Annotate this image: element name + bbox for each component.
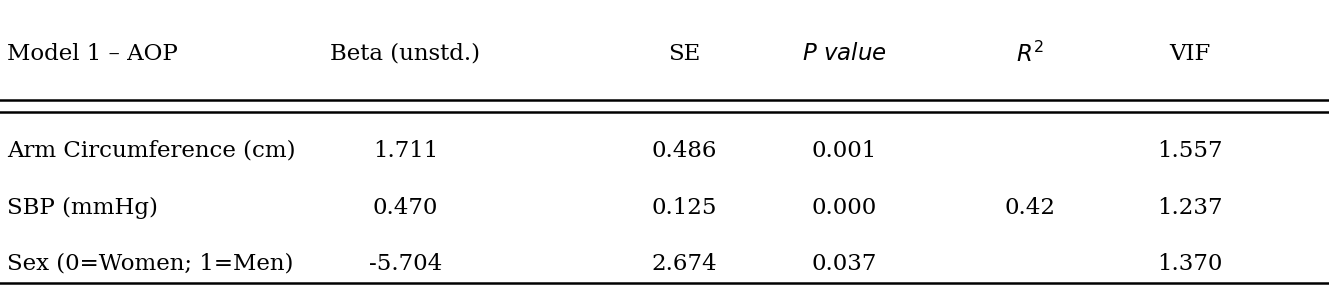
Text: SBP (mmHg): SBP (mmHg) — [7, 197, 158, 219]
Text: 0.470: 0.470 — [372, 197, 439, 219]
Text: 0.125: 0.125 — [651, 197, 718, 219]
Text: 2.674: 2.674 — [651, 253, 718, 275]
Text: 1.711: 1.711 — [372, 140, 439, 162]
Text: 0.42: 0.42 — [1005, 197, 1055, 219]
Text: Model 1 – AOP: Model 1 – AOP — [7, 43, 178, 65]
Text: 1.557: 1.557 — [1156, 140, 1223, 162]
Text: Beta (unstd.): Beta (unstd.) — [331, 43, 480, 65]
Text: 1.370: 1.370 — [1156, 253, 1223, 275]
Text: -5.704: -5.704 — [368, 253, 443, 275]
Text: VIF: VIF — [1168, 43, 1211, 65]
Text: $P\ value$: $P\ value$ — [801, 43, 886, 65]
Text: 0.486: 0.486 — [651, 140, 718, 162]
Text: Arm Circumference (cm): Arm Circumference (cm) — [7, 140, 295, 162]
Text: 1.237: 1.237 — [1156, 197, 1223, 219]
Text: 0.000: 0.000 — [811, 197, 877, 219]
Text: 0.001: 0.001 — [811, 140, 877, 162]
Text: Sex (0=Women; 1=Men): Sex (0=Women; 1=Men) — [7, 253, 292, 275]
Text: 0.037: 0.037 — [811, 253, 877, 275]
Text: $R^2$: $R^2$ — [1015, 41, 1045, 66]
Text: SE: SE — [668, 43, 700, 65]
